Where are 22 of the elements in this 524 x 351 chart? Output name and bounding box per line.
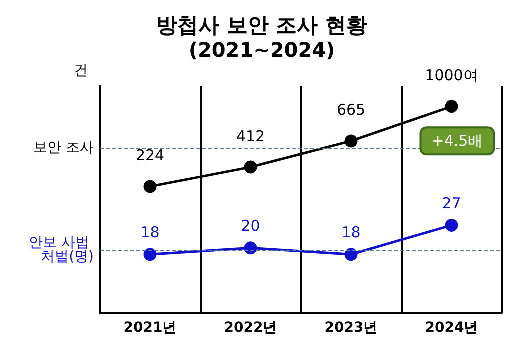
x-tick-label: 2024년 (425, 320, 478, 336)
annotation: +4.5배 (432, 132, 484, 150)
ref-line-label: 보안 조사 (34, 140, 94, 156)
point (244, 160, 258, 174)
data-label: 18 (342, 224, 361, 242)
x-tick-label: 2023년 (324, 320, 378, 336)
data-label: 20 (241, 217, 260, 236)
x-tick-label: 2021년 (124, 320, 177, 336)
y-axis-title: 건 (74, 63, 88, 79)
point (144, 180, 157, 194)
point (344, 134, 358, 148)
data-label: 18 (140, 224, 160, 242)
chart-subtitle: (2021~2024) (188, 38, 336, 62)
data-label: 665 (336, 101, 366, 120)
chart-title: 방첩사 보안 조사 현황 (156, 14, 368, 38)
data-label: 1000여 (425, 66, 478, 85)
x-tick-label: 2022년 (224, 320, 278, 336)
data-label: 412 (236, 127, 266, 146)
ref-line-label: 안보 사법 처벌(명) (29, 235, 94, 266)
point (445, 100, 458, 114)
data-label: 224 (136, 146, 165, 165)
data-label: 27 (442, 194, 462, 212)
